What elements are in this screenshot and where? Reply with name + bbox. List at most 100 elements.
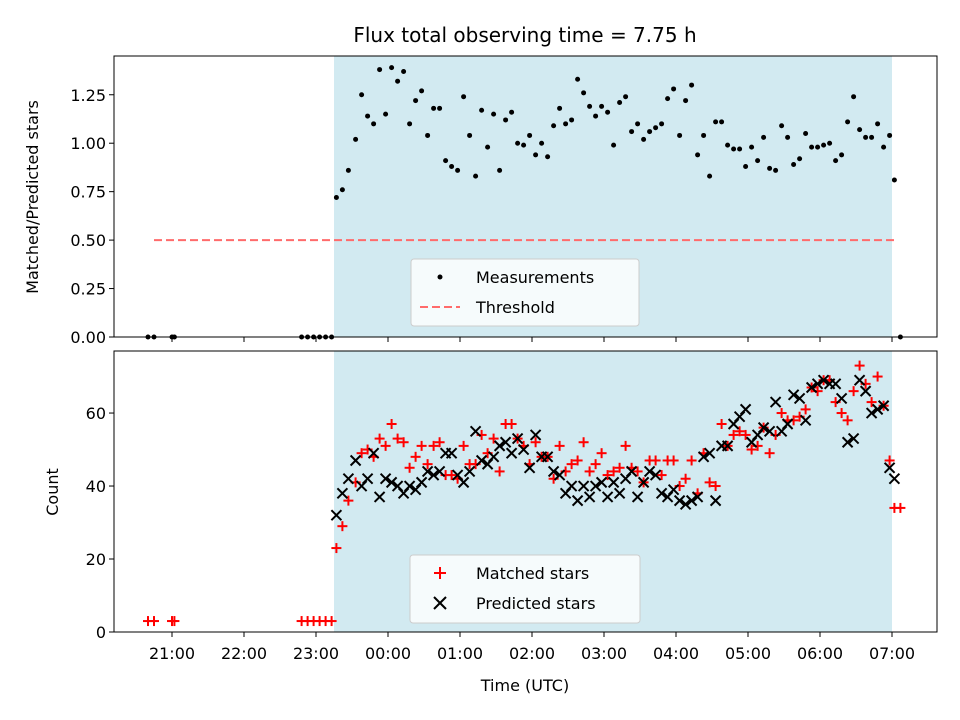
measurement-point <box>767 165 773 171</box>
predicted-star-point <box>415 476 428 489</box>
predicted-star-point <box>847 432 860 445</box>
y-tick-label: 0.50 <box>70 231 106 250</box>
matched-star-point <box>416 440 427 451</box>
predicted-star-point <box>625 465 638 478</box>
predicted-star-point <box>871 403 884 416</box>
measurement-point <box>593 113 599 119</box>
measurement-point <box>809 144 815 150</box>
predicted-star-point <box>781 418 794 430</box>
measurement-point <box>497 167 503 173</box>
measurement-point <box>821 142 827 148</box>
x-tick-label: 22:00 <box>221 644 267 663</box>
predicted-star-point <box>817 374 830 386</box>
top-y-axis-label: Matched/Predicted stars <box>23 100 42 294</box>
matched-star-point <box>458 440 469 451</box>
predicted-star-point <box>805 381 818 394</box>
matched-star-point <box>380 440 391 451</box>
matched-star-point <box>410 451 421 462</box>
predicted-star-point <box>673 494 686 507</box>
measurement-point <box>653 125 659 131</box>
predicted-star-point <box>703 447 716 459</box>
predicted-star-point <box>547 465 560 478</box>
measurement-point <box>683 98 689 104</box>
predicted-star-point <box>457 476 470 489</box>
bottom-panel: 0 20 40 60 21:00 22:00 23:00 00:00 01:00 02:00 03… <box>43 350 938 663</box>
measurement-point <box>533 152 539 158</box>
measurement-point <box>515 140 521 146</box>
measurement-point <box>359 92 365 98</box>
predicted-star-point <box>799 414 812 427</box>
matched-star-point <box>668 455 679 466</box>
matched-star-point <box>374 433 385 444</box>
predicted-star-point <box>445 447 458 459</box>
matched-star-point <box>446 470 457 481</box>
predicted-star-point <box>685 494 698 507</box>
measurement-point <box>345 167 351 173</box>
predicted-star-point <box>793 392 806 405</box>
matched-star-point <box>854 360 865 371</box>
measurement-point <box>863 134 869 140</box>
predicted-star-point <box>463 465 476 478</box>
measurement-point <box>827 140 833 146</box>
matched-star-point <box>404 462 415 473</box>
bottom-y-axis-label: Count <box>43 468 62 516</box>
predicted-star-point <box>607 476 620 489</box>
measurement-point <box>449 163 455 169</box>
predicted-star-point <box>835 392 848 405</box>
predicted-star-point <box>757 421 770 434</box>
predicted-star-points <box>330 374 901 521</box>
matched-star-point <box>398 437 409 448</box>
matched-star-point <box>422 459 433 470</box>
legend-matched-label: Matched stars <box>476 564 589 583</box>
measurement-point <box>339 187 345 193</box>
matched-star-point <box>356 448 367 459</box>
predicted-star-point <box>721 440 734 452</box>
measurement-point <box>845 119 851 125</box>
matched-star-point <box>866 397 877 408</box>
matched-star-point <box>614 462 625 473</box>
measurement-point <box>773 167 779 173</box>
matched-star-point <box>494 466 505 477</box>
predicted-star-point <box>373 491 386 503</box>
measurement-point <box>797 156 803 162</box>
chart-title: Flux total observing time = 7.75 h <box>353 23 696 47</box>
measurement-point <box>725 142 731 148</box>
x-tick-label: 02:00 <box>509 644 555 663</box>
matched-star-point <box>428 440 439 451</box>
matched-star-point <box>740 429 751 440</box>
predicted-star-point <box>679 498 692 510</box>
measurement-point <box>389 65 395 71</box>
measurement-point <box>779 123 785 129</box>
matched-star-point <box>716 418 727 429</box>
matched-star-point <box>686 455 697 466</box>
top-legend-box <box>410 258 640 327</box>
matched-star-point <box>590 459 601 470</box>
x-tick-label: 03:00 <box>581 644 627 663</box>
matched-star-point <box>895 502 906 513</box>
measurement-point <box>701 132 707 138</box>
y-tick-label: 0.25 <box>70 280 106 299</box>
matched-star-point <box>343 495 354 506</box>
x-tick-label: 05:00 <box>725 644 771 663</box>
predicted-star-point <box>427 469 440 481</box>
measurement-point <box>815 144 821 150</box>
measurement-point <box>401 69 407 75</box>
x-tick-label: 23:00 <box>293 644 339 663</box>
matched-star-point <box>734 426 745 437</box>
x-tick-label: 07:00 <box>869 644 915 663</box>
matched-star-point <box>596 448 607 459</box>
predicted-star-point <box>637 476 650 489</box>
predicted-star-point <box>517 443 530 456</box>
measurement-point <box>707 173 713 179</box>
measurement-point <box>599 103 605 109</box>
bottom-legend: Matched stars Predicted stars <box>409 554 641 624</box>
y-tick-label: 0.75 <box>70 183 106 202</box>
legend-predicted-label: Predicted stars <box>476 594 596 613</box>
bottom-legend-box <box>409 554 641 624</box>
matched-star-point <box>169 616 180 627</box>
measurement-point <box>521 142 527 148</box>
predicted-star-point <box>421 465 434 478</box>
top-y-ticks: 0.00 0.25 0.50 0.75 1.00 1.25 <box>70 86 114 347</box>
measurement-point <box>443 158 449 164</box>
matched-star-point <box>710 481 721 492</box>
